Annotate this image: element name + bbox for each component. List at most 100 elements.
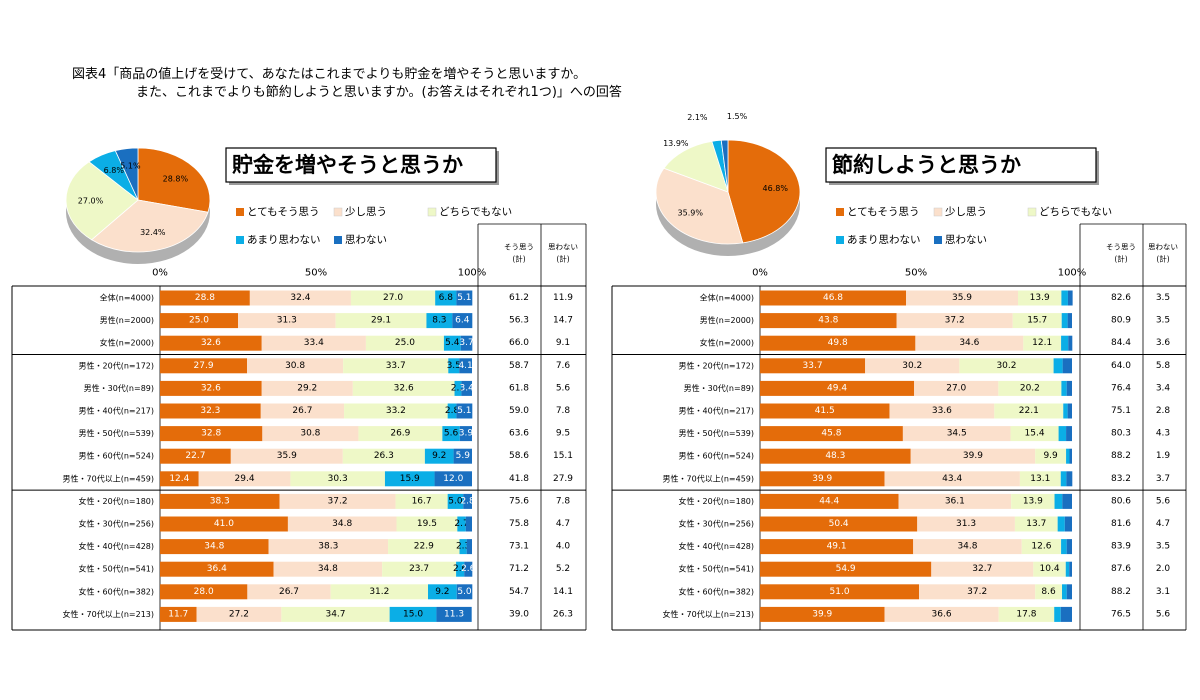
chart1-title: 貯金を増やそうと思うか bbox=[232, 153, 463, 177]
chart1-sou-omou-value: 71.2 bbox=[509, 564, 529, 574]
chart1-omowanai-value: 9.1 bbox=[556, 338, 570, 348]
chart2-bar-label: 20.2 bbox=[1020, 383, 1040, 393]
chart2-summary-header-1: そう思う bbox=[1106, 243, 1136, 252]
chart2-omowanai-value: 5.6 bbox=[1156, 496, 1171, 506]
chart1-sou-omou-value: 61.2 bbox=[509, 293, 529, 303]
chart1-bar bbox=[343, 358, 449, 374]
chart2-bar bbox=[1011, 493, 1055, 509]
chart1-bar-label: 16.7 bbox=[412, 496, 432, 506]
chart1-legend-swatch-1 bbox=[236, 208, 244, 216]
chart1-category-label: 男性・50代(n=539) bbox=[79, 428, 154, 438]
chart1-omowanai-value: 4.0 bbox=[556, 542, 571, 552]
chart1-bar bbox=[447, 403, 457, 419]
chart1-sou-omou-value: 75.6 bbox=[509, 496, 529, 506]
chart1-bar bbox=[238, 313, 336, 329]
chart1-bar-label: 31.3 bbox=[277, 316, 297, 326]
chart2-bar-label: 43.4 bbox=[942, 474, 962, 484]
chart1-bar-label: 30.8 bbox=[285, 361, 305, 371]
chart2-bar-label: 39.9 bbox=[963, 451, 983, 461]
chart1-bar bbox=[160, 380, 262, 396]
chart1-category-label: 女性・30代(n=256) bbox=[79, 519, 154, 529]
chart2-omowanai-value: 2.0 bbox=[1156, 564, 1171, 574]
chart1-bar bbox=[330, 584, 429, 600]
chart1-bar bbox=[268, 539, 389, 555]
chart2-bar-label: 50.4 bbox=[829, 519, 849, 529]
chart1-bar-label: 5.1 bbox=[457, 293, 471, 303]
chart1-bar bbox=[456, 403, 473, 419]
chart1-bar bbox=[389, 606, 437, 622]
chart1-omowanai-value: 26.3 bbox=[553, 609, 573, 619]
chart1-sou-omou-value: 58.7 bbox=[509, 361, 529, 371]
chart1-bar bbox=[465, 516, 472, 532]
chart2-bar-label: 34.6 bbox=[959, 338, 979, 348]
chart1-sou-omou-value: 39.0 bbox=[509, 609, 529, 619]
chart1-omowanai-value: 14.1 bbox=[553, 587, 573, 597]
chart2-bar bbox=[998, 380, 1062, 396]
chart1-omowanai-value: 5.2 bbox=[556, 564, 570, 574]
chart1-legend-label-5: 思わない bbox=[345, 234, 387, 246]
chart2-bar bbox=[889, 403, 995, 419]
chart1-category-label: 女性・40代(n=428) bbox=[79, 541, 154, 551]
chart1-bar bbox=[249, 290, 351, 306]
chart1-bar-label: 38.3 bbox=[318, 542, 338, 552]
chart2-bar bbox=[1060, 471, 1067, 487]
chart2-bar bbox=[1066, 584, 1072, 600]
chart1-category-label: 男性・60代(n=524) bbox=[79, 451, 154, 461]
chart1-bar-label: 33.2 bbox=[386, 406, 406, 416]
chart2-bar bbox=[760, 448, 911, 464]
chart2-bar bbox=[1067, 313, 1072, 329]
chart1-omowanai-value: 14.7 bbox=[553, 316, 573, 326]
chart2-bar bbox=[917, 516, 1015, 532]
chart1-bar bbox=[460, 335, 473, 351]
chart1-bar bbox=[463, 493, 472, 509]
chart1-bar-label: 34.8 bbox=[332, 519, 352, 529]
chart1-bar-label: 11.3 bbox=[444, 609, 464, 619]
chart2-bar bbox=[1068, 335, 1073, 351]
chart1-bar bbox=[456, 561, 465, 577]
chart2-bar bbox=[760, 426, 903, 442]
chart1-bar-label: 26.3 bbox=[374, 451, 394, 461]
chart1-bar-label: 26.7 bbox=[292, 406, 312, 416]
chart2-bar bbox=[896, 313, 1013, 329]
chart2-bar-label: 30.2 bbox=[996, 361, 1016, 371]
chart2-category-label: 女性・20代(n=180) bbox=[679, 496, 754, 506]
chart2-bar bbox=[914, 380, 999, 396]
chart1-bar-label: 5.0 bbox=[448, 496, 463, 506]
chart1-bar bbox=[279, 493, 396, 509]
chart1-category-label: 女性・60代(n=382) bbox=[79, 586, 154, 596]
chart2-bar bbox=[1061, 290, 1068, 306]
chart2-bar bbox=[1010, 426, 1059, 442]
chart1-pie-slice-3 bbox=[65, 161, 139, 241]
chart1-bar-label: 30.3 bbox=[328, 474, 348, 484]
chart2-legend-label-3: どちらでもない bbox=[1039, 206, 1112, 218]
chart1-bar bbox=[466, 539, 472, 555]
chart2-bar-label: 39.9 bbox=[812, 609, 832, 619]
chart2-bar bbox=[760, 606, 885, 622]
chart2-bar bbox=[1063, 403, 1068, 419]
chart2-bar bbox=[1067, 403, 1072, 419]
chart1-bar-label: 36.4 bbox=[207, 564, 227, 574]
chart1-bar bbox=[342, 448, 425, 464]
chart1-bar-label: 6.4 bbox=[455, 316, 470, 326]
chart2-omowanai-value: 3.5 bbox=[1156, 316, 1170, 326]
chart1-bar-label: 9.2 bbox=[432, 451, 446, 461]
chart1-sou-omou-value: 66.0 bbox=[509, 338, 529, 348]
chart1-bar-label: 27.2 bbox=[229, 609, 249, 619]
chart2-pie-label-1: 46.8% bbox=[763, 184, 789, 193]
chart1-legend-label-4: あまり思わない bbox=[247, 234, 321, 246]
chart1-bar bbox=[160, 358, 248, 374]
chart1-bar-label: 2.8 bbox=[445, 406, 460, 416]
chart1-pie-label-4: 6.8% bbox=[104, 166, 125, 175]
chart2-bar-label: 27.0 bbox=[946, 383, 966, 393]
chart1-bar bbox=[388, 539, 460, 555]
chart2-legend-swatch-1 bbox=[836, 208, 844, 216]
chart2-legend-label-2: 少し思う bbox=[945, 206, 987, 218]
chart1-bar-label: 15.0 bbox=[403, 609, 423, 619]
chart1-omowanai-value: 9.5 bbox=[556, 429, 570, 439]
chart1-bar-label: 32.3 bbox=[200, 406, 220, 416]
chart1-bar bbox=[198, 471, 291, 487]
chart2-bar-label: 13.1 bbox=[1030, 474, 1050, 484]
chart1-bar bbox=[396, 516, 458, 532]
chart1-category-label: 女性(n=2000) bbox=[100, 338, 154, 348]
